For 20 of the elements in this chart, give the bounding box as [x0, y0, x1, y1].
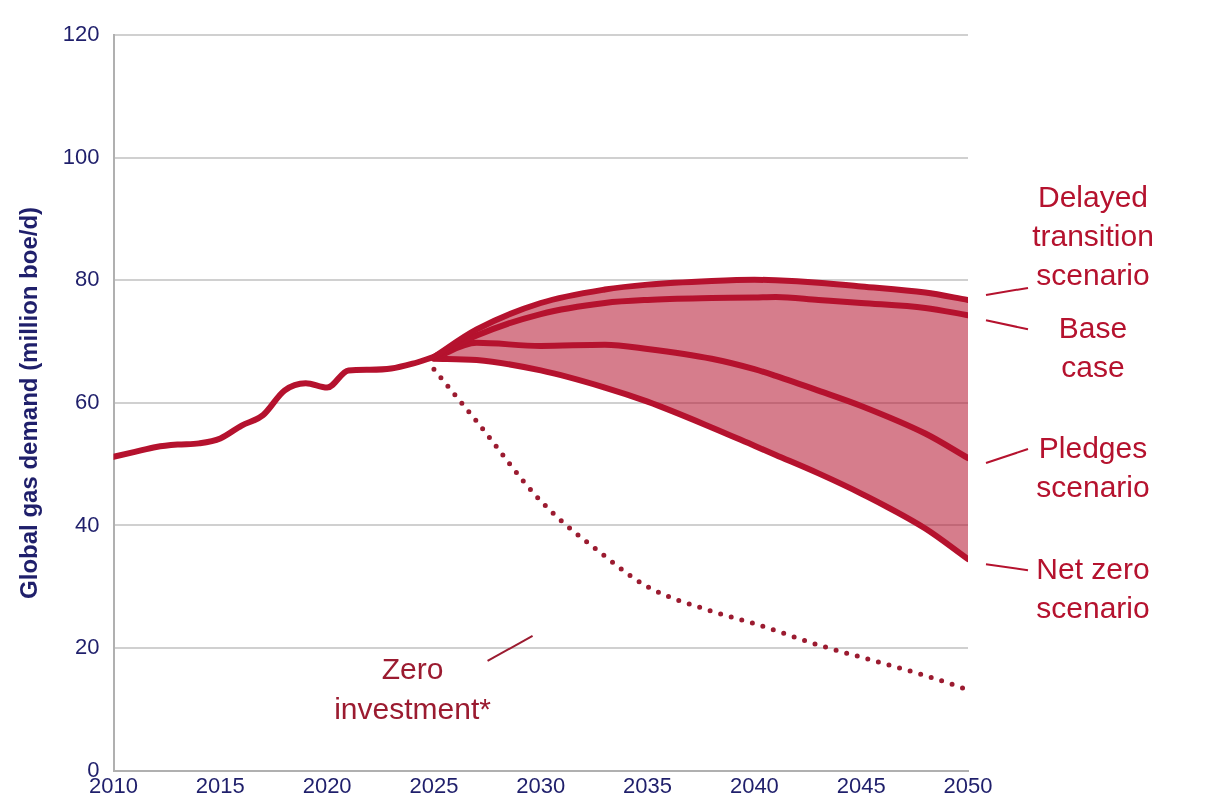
x-tick-label: 2015: [195, 772, 245, 798]
y-tick-label: 100: [62, 143, 100, 169]
text: Delayed transition scenario: [1032, 180, 1154, 292]
x-tick-label: 2030: [516, 772, 566, 798]
x-tick-label: 2025: [409, 772, 459, 798]
text: Zero investment*: [334, 652, 492, 726]
x-tick-label: 2035: [623, 772, 673, 798]
x-tick-label: 2040: [729, 772, 779, 798]
y-axis-title: Global gas demand (million boe/d): [15, 206, 43, 599]
legend-label: Net zero scenario: [1036, 551, 1150, 624]
x-tick-label: 2045: [836, 772, 886, 798]
y-tick-label: 20: [75, 634, 100, 660]
y-tick-label: 40: [75, 511, 100, 537]
x-tick-label: 2050: [943, 772, 993, 798]
legend-label: Base case: [1058, 311, 1128, 384]
x-tick-label: 2020: [302, 772, 352, 798]
y-tick-label: 80: [75, 266, 100, 292]
legend-label: Pledges scenario: [1036, 430, 1150, 503]
y-tick-label: 60: [75, 388, 100, 414]
y-tick-label: 120: [62, 21, 100, 47]
